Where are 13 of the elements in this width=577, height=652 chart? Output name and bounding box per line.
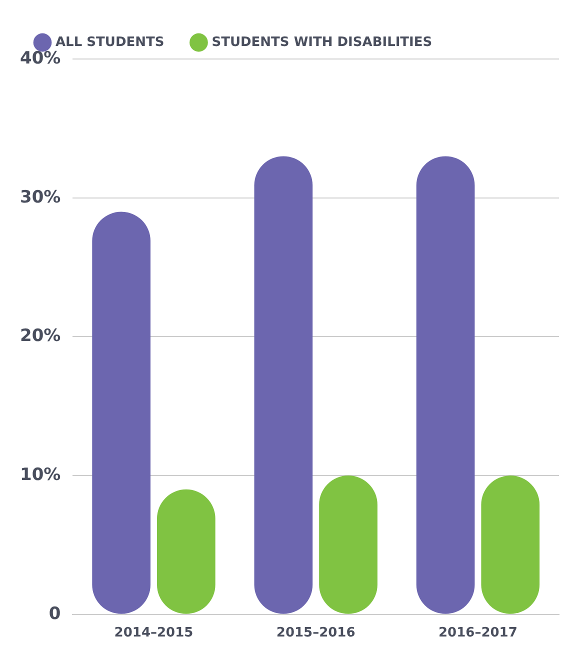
y-tick-label: 20% <box>20 326 61 346</box>
x-tick-label: 2015–2016 <box>276 626 356 641</box>
x-tick-label: 2014–2015 <box>114 626 194 641</box>
y-tick-label: 30% <box>20 187 61 208</box>
legend-label: STUDENTS WITH DISABILITIES <box>212 34 432 50</box>
y-tick-label: 40% <box>20 48 61 68</box>
bar <box>92 212 150 614</box>
legend-label: ALL STUDENTS <box>56 34 164 50</box>
x-tick-label: 2016–2017 <box>438 626 518 641</box>
y-tick-label: 0 <box>48 604 61 624</box>
bar <box>416 156 475 614</box>
bar <box>254 156 313 614</box>
y-tick-label: 10% <box>20 464 61 485</box>
